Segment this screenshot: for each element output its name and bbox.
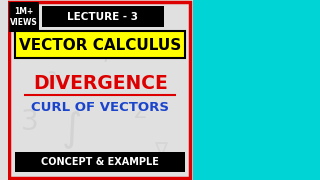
Text: CONCEPT & EXAMPLE: CONCEPT & EXAMPLE: [41, 157, 159, 167]
Bar: [42, 6, 164, 27]
Bar: [15, 152, 185, 172]
Bar: [193, 0, 320, 180]
Text: LECTURE - 3: LECTURE - 3: [67, 12, 138, 22]
Text: $\vec{F}$: $\vec{F}$: [103, 43, 117, 67]
Text: $\Sigma$: $\Sigma$: [132, 102, 147, 122]
Text: DIVERGENCE: DIVERGENCE: [33, 73, 168, 93]
Text: $\nabla$: $\nabla$: [154, 141, 169, 159]
Text: $3$: $3$: [20, 108, 38, 136]
Text: 1M+
VIEWS: 1M+ VIEWS: [10, 7, 38, 27]
Text: VECTOR CALCULUS: VECTOR CALCULUS: [19, 37, 181, 53]
Bar: [15, 31, 185, 58]
Bar: [10, 2, 39, 32]
Text: CURL OF VECTORS: CURL OF VECTORS: [31, 100, 169, 114]
Text: $\partial$: $\partial$: [45, 70, 58, 90]
Bar: [10, 2, 190, 178]
Text: $\int$: $\int$: [61, 109, 81, 151]
Text: $\nabla$: $\nabla$: [10, 28, 29, 52]
